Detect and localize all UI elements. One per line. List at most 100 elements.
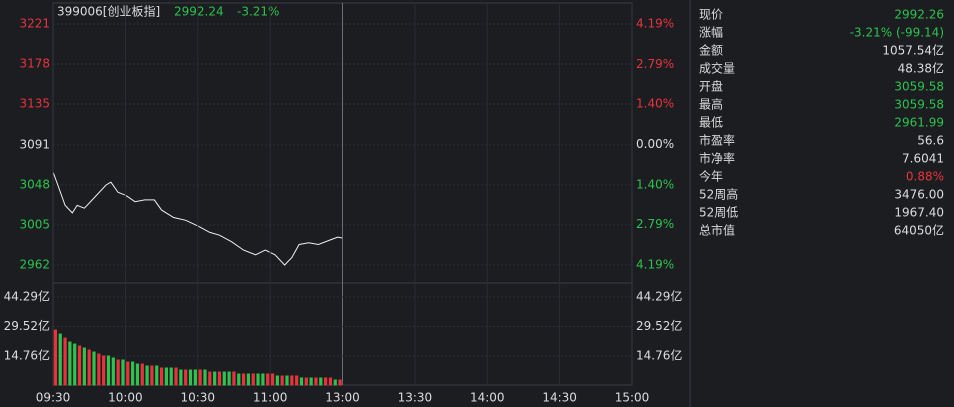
y2-tick-label: 2.79% bbox=[636, 57, 674, 71]
quote-label: 今年 bbox=[699, 169, 723, 184]
volume-bar bbox=[232, 371, 236, 386]
volume-bar bbox=[121, 359, 125, 386]
quote-value: -3.21% (-99.14) bbox=[850, 26, 944, 40]
volume-bar bbox=[266, 373, 270, 386]
volume-bar bbox=[328, 377, 333, 386]
x-tick-label: 13:00 bbox=[325, 391, 360, 405]
y2-tick-label: 2.79% bbox=[636, 217, 674, 231]
x-tick-label: 10:00 bbox=[108, 391, 143, 405]
volume-bar bbox=[333, 379, 337, 386]
volume-bar bbox=[179, 369, 183, 386]
volume-bar bbox=[150, 365, 154, 386]
quote-value: 3059.58 bbox=[894, 80, 944, 94]
volume-bar bbox=[198, 369, 202, 386]
y2-tick-label: 0.00% bbox=[636, 137, 674, 151]
volume-bar bbox=[63, 337, 67, 386]
volume-bar bbox=[111, 357, 115, 386]
volume-bar bbox=[304, 377, 308, 386]
quote-label: 成交量 bbox=[699, 61, 735, 76]
quote-label: 总市值 bbox=[699, 223, 735, 238]
x-tick-label: 14:30 bbox=[542, 391, 577, 405]
quote-value: 2961.99 bbox=[894, 116, 944, 130]
y-tick-label: 29.52亿 bbox=[4, 318, 50, 333]
volume-bar bbox=[58, 333, 62, 386]
volume-bar bbox=[251, 373, 255, 386]
quote-value: 7.6041 bbox=[902, 152, 944, 166]
quote-label: 金额 bbox=[699, 43, 723, 58]
volume-bar bbox=[222, 371, 226, 386]
volume-bar bbox=[68, 341, 72, 386]
volume-bar bbox=[92, 351, 96, 386]
x-tick-label: 13:30 bbox=[398, 391, 433, 405]
volume-bar bbox=[237, 373, 241, 386]
volume-bar bbox=[53, 329, 58, 386]
volume-bar bbox=[169, 367, 173, 386]
y-tick-label: 14.76亿 bbox=[4, 348, 50, 363]
volume-bar bbox=[145, 365, 149, 386]
volume-bar bbox=[140, 363, 144, 386]
x-tick-label: 09:30 bbox=[36, 391, 71, 405]
y-tick-label: 3178 bbox=[19, 57, 50, 71]
volume-bar bbox=[164, 367, 168, 386]
volume-bar bbox=[126, 361, 130, 386]
volume-bar bbox=[324, 377, 328, 386]
volume-bar bbox=[193, 369, 197, 386]
quote-value: 0.88% bbox=[906, 170, 944, 184]
y2-tick-label: 4.19% bbox=[636, 17, 674, 31]
volume-bar bbox=[184, 369, 188, 386]
volume-bar bbox=[82, 347, 86, 386]
volume-bar bbox=[208, 371, 212, 386]
volume-bar bbox=[77, 345, 82, 386]
quote-value: 3059.58 bbox=[894, 98, 944, 112]
volume-bar bbox=[319, 377, 323, 386]
x-tick-label: 15:00 bbox=[615, 391, 650, 405]
symbol: 399006[创业板指] bbox=[57, 4, 160, 19]
quote-label: 市盈率 bbox=[699, 133, 735, 148]
volume-bar bbox=[275, 375, 279, 386]
quote-value: 3476.00 bbox=[894, 188, 944, 202]
volume-bar bbox=[270, 373, 275, 386]
quote-value: 48.38亿 bbox=[898, 61, 944, 76]
x-tick-label: 14:00 bbox=[470, 391, 505, 405]
y-tick-label-right: 14.76亿 bbox=[636, 348, 682, 363]
header-change: -3.21% bbox=[237, 5, 279, 19]
volume-bar bbox=[227, 371, 231, 386]
quote-label: 市净率 bbox=[699, 151, 735, 166]
volume-bar bbox=[299, 377, 304, 386]
y-tick-label: 3005 bbox=[19, 217, 50, 231]
volume-bar bbox=[241, 373, 246, 386]
y-tick-label: 3135 bbox=[19, 97, 50, 111]
volume-bar bbox=[73, 343, 77, 386]
quote-label: 52周低 bbox=[699, 206, 738, 220]
volume-bar bbox=[246, 373, 251, 386]
volume-bar bbox=[290, 375, 294, 386]
volume-bar bbox=[314, 377, 318, 386]
y2-tick-label: 4.19% bbox=[636, 258, 674, 272]
quote-value: 64050亿 bbox=[894, 223, 944, 238]
quote-value: 2992.26 bbox=[894, 8, 944, 22]
header-price: 2992.24 bbox=[174, 5, 224, 19]
volume-bar bbox=[256, 373, 260, 386]
quote-label: 最低 bbox=[699, 116, 723, 130]
volume-bar bbox=[285, 375, 289, 386]
volume-bar bbox=[159, 367, 164, 386]
volume-bar bbox=[116, 359, 120, 386]
volume-bar bbox=[102, 355, 106, 386]
quote-label: 52周高 bbox=[699, 187, 738, 202]
volume-bar bbox=[174, 367, 178, 386]
x-tick-label: 10:30 bbox=[180, 391, 215, 405]
volume-bar bbox=[217, 371, 222, 386]
volume-bar bbox=[203, 369, 207, 386]
volume-bar bbox=[261, 373, 265, 386]
quote-label: 开盘 bbox=[699, 79, 723, 94]
y-tick-label: 3048 bbox=[19, 177, 50, 191]
volume-bar bbox=[188, 369, 193, 386]
price-line bbox=[52, 171, 343, 266]
quote-label: 现价 bbox=[699, 8, 723, 22]
y-tick-label-right: 29.52亿 bbox=[636, 318, 682, 333]
volume-bar bbox=[87, 349, 91, 386]
quote-value: 1967.40 bbox=[894, 206, 944, 220]
volume-bar bbox=[295, 375, 299, 386]
